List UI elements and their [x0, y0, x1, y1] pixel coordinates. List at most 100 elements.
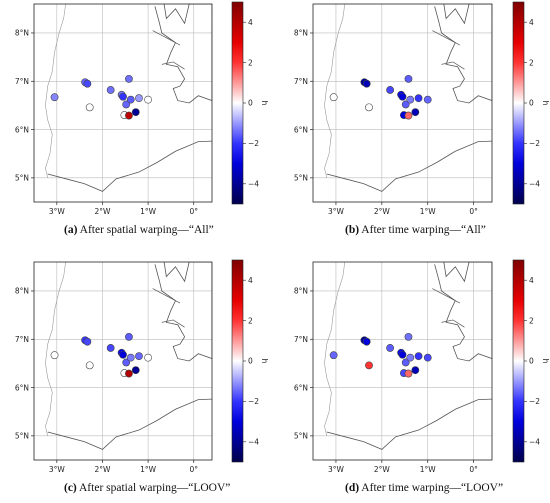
map-panel-b: 3°W 2°W 1°W 0° 5°N 6°N 7°N 8°N 4 2 0 −2 −4 h [294, 1, 550, 216]
border-line [45, 262, 66, 436]
lake-arm [441, 61, 465, 70]
station-point [126, 95, 135, 104]
station-point [362, 337, 371, 346]
y-tick-label: 7°N [15, 77, 29, 86]
y-tick-label: 6°N [294, 383, 308, 392]
lake-shore [434, 4, 492, 104]
plot-frame [312, 261, 493, 461]
y-tick-label: 8°N [15, 29, 29, 38]
y-tick-label: 5°N [294, 432, 308, 441]
station-point [406, 353, 415, 362]
lake-arm [432, 30, 461, 46]
colorbar-tick-label: 0 [248, 357, 253, 366]
x-tick-label: 0° [189, 207, 198, 216]
station-point [386, 344, 395, 352]
station-point [404, 332, 413, 341]
colorbar-tick-label: 2 [529, 316, 534, 325]
x-tick-label: 3°W [49, 465, 66, 474]
colorbar-tick-label: 0 [248, 99, 253, 108]
y-tick-label: 5°N [15, 174, 29, 183]
lake-shore [154, 4, 212, 104]
station-point [83, 79, 92, 88]
coastline [47, 398, 212, 450]
x-tick-label: 2°W [94, 465, 111, 474]
colorbar-tick-label: 4 [248, 276, 253, 285]
station-point [404, 369, 413, 378]
plot-frame [33, 261, 213, 461]
x-tick-label: 0° [189, 465, 198, 474]
colorbar-label: h [260, 359, 269, 364]
colorbar-label: h [260, 101, 269, 106]
x-tick-label: 3°W [328, 207, 345, 216]
y-tick-label: 7°N [15, 335, 29, 344]
border-line [45, 4, 66, 178]
station-point [119, 350, 127, 359]
map-panel-a: 3°W 2°W 1°W 0° 5°N 6°N 7°N 8°N 4 2 0 −2 −4 h [15, 1, 269, 216]
y-tick-label: 6°N [15, 125, 29, 134]
colorbar-tick-label: −4 [248, 180, 259, 189]
caption-b: (b) After time warping—“All” [345, 224, 486, 236]
lake-shore [154, 262, 212, 362]
station-point [401, 100, 410, 109]
colorbar-tick-label: −2 [529, 139, 540, 148]
x-tick-label: 2°W [374, 207, 391, 216]
station-point [119, 92, 127, 101]
station-point [406, 95, 415, 104]
station-point [122, 100, 131, 109]
map-panel-c: 3°W 2°W 1°W 0° 5°N 6°N 7°N 8°N 4 2 0 −2 −4 h [15, 259, 269, 474]
station-point [362, 79, 371, 88]
station-point [131, 366, 140, 375]
coastline [47, 140, 212, 192]
station-point [144, 95, 153, 104]
station-point [125, 74, 133, 83]
colorbar [512, 1, 525, 205]
station-point [423, 95, 432, 104]
coastline [326, 140, 492, 192]
station-point [106, 344, 115, 352]
border-line [324, 262, 346, 436]
station-point [125, 332, 133, 341]
station-point [106, 86, 115, 94]
colorbar-tick-label: 2 [248, 58, 253, 67]
colorbar-tick-label: −2 [529, 397, 540, 406]
caption-a: (a) After spatial warping—“All” [64, 224, 214, 236]
x-tick-label: 2°W [94, 207, 111, 216]
station-point [85, 361, 94, 370]
colorbar-tick-label: −2 [248, 397, 259, 406]
plot-frame [312, 3, 493, 203]
map-panel-d: 3°W 2°W 1°W 0° 5°N 6°N 7°N 8°N 4 2 0 −2 −4 h [294, 259, 550, 474]
station-point [85, 103, 94, 112]
lake-arm [161, 319, 185, 328]
y-tick-label: 8°N [15, 287, 29, 296]
y-tick-label: 7°N [294, 335, 308, 344]
colorbar-tick-label: 4 [529, 276, 534, 285]
station-point [404, 74, 413, 83]
station-point [423, 353, 432, 362]
station-point [398, 350, 407, 359]
colorbar [231, 1, 244, 205]
x-tick-label: 1°W [420, 207, 437, 216]
station-point [404, 111, 413, 120]
y-tick-label: 6°N [15, 383, 29, 392]
station-point [386, 86, 395, 94]
caption-d: (d) After time warping—“LOOV” [345, 482, 504, 494]
station-point [135, 94, 143, 103]
plot-frame [33, 3, 213, 203]
colorbar-tick-label: −4 [529, 438, 540, 447]
lake-arm [152, 288, 181, 304]
station-point [411, 366, 420, 375]
station-point [414, 94, 423, 103]
coastline [326, 398, 492, 450]
station-point [411, 108, 420, 117]
x-tick-label: 1°W [420, 465, 437, 474]
lake-shore [434, 262, 492, 362]
station-point [365, 103, 373, 112]
lake-arm [161, 61, 185, 70]
station-point [131, 108, 140, 117]
y-tick-label: 5°N [294, 174, 308, 183]
colorbar-tick-label: 0 [529, 357, 534, 366]
x-tick-label: 0° [469, 207, 478, 216]
colorbar-tick-label: 2 [248, 316, 253, 325]
colorbar [512, 259, 525, 463]
